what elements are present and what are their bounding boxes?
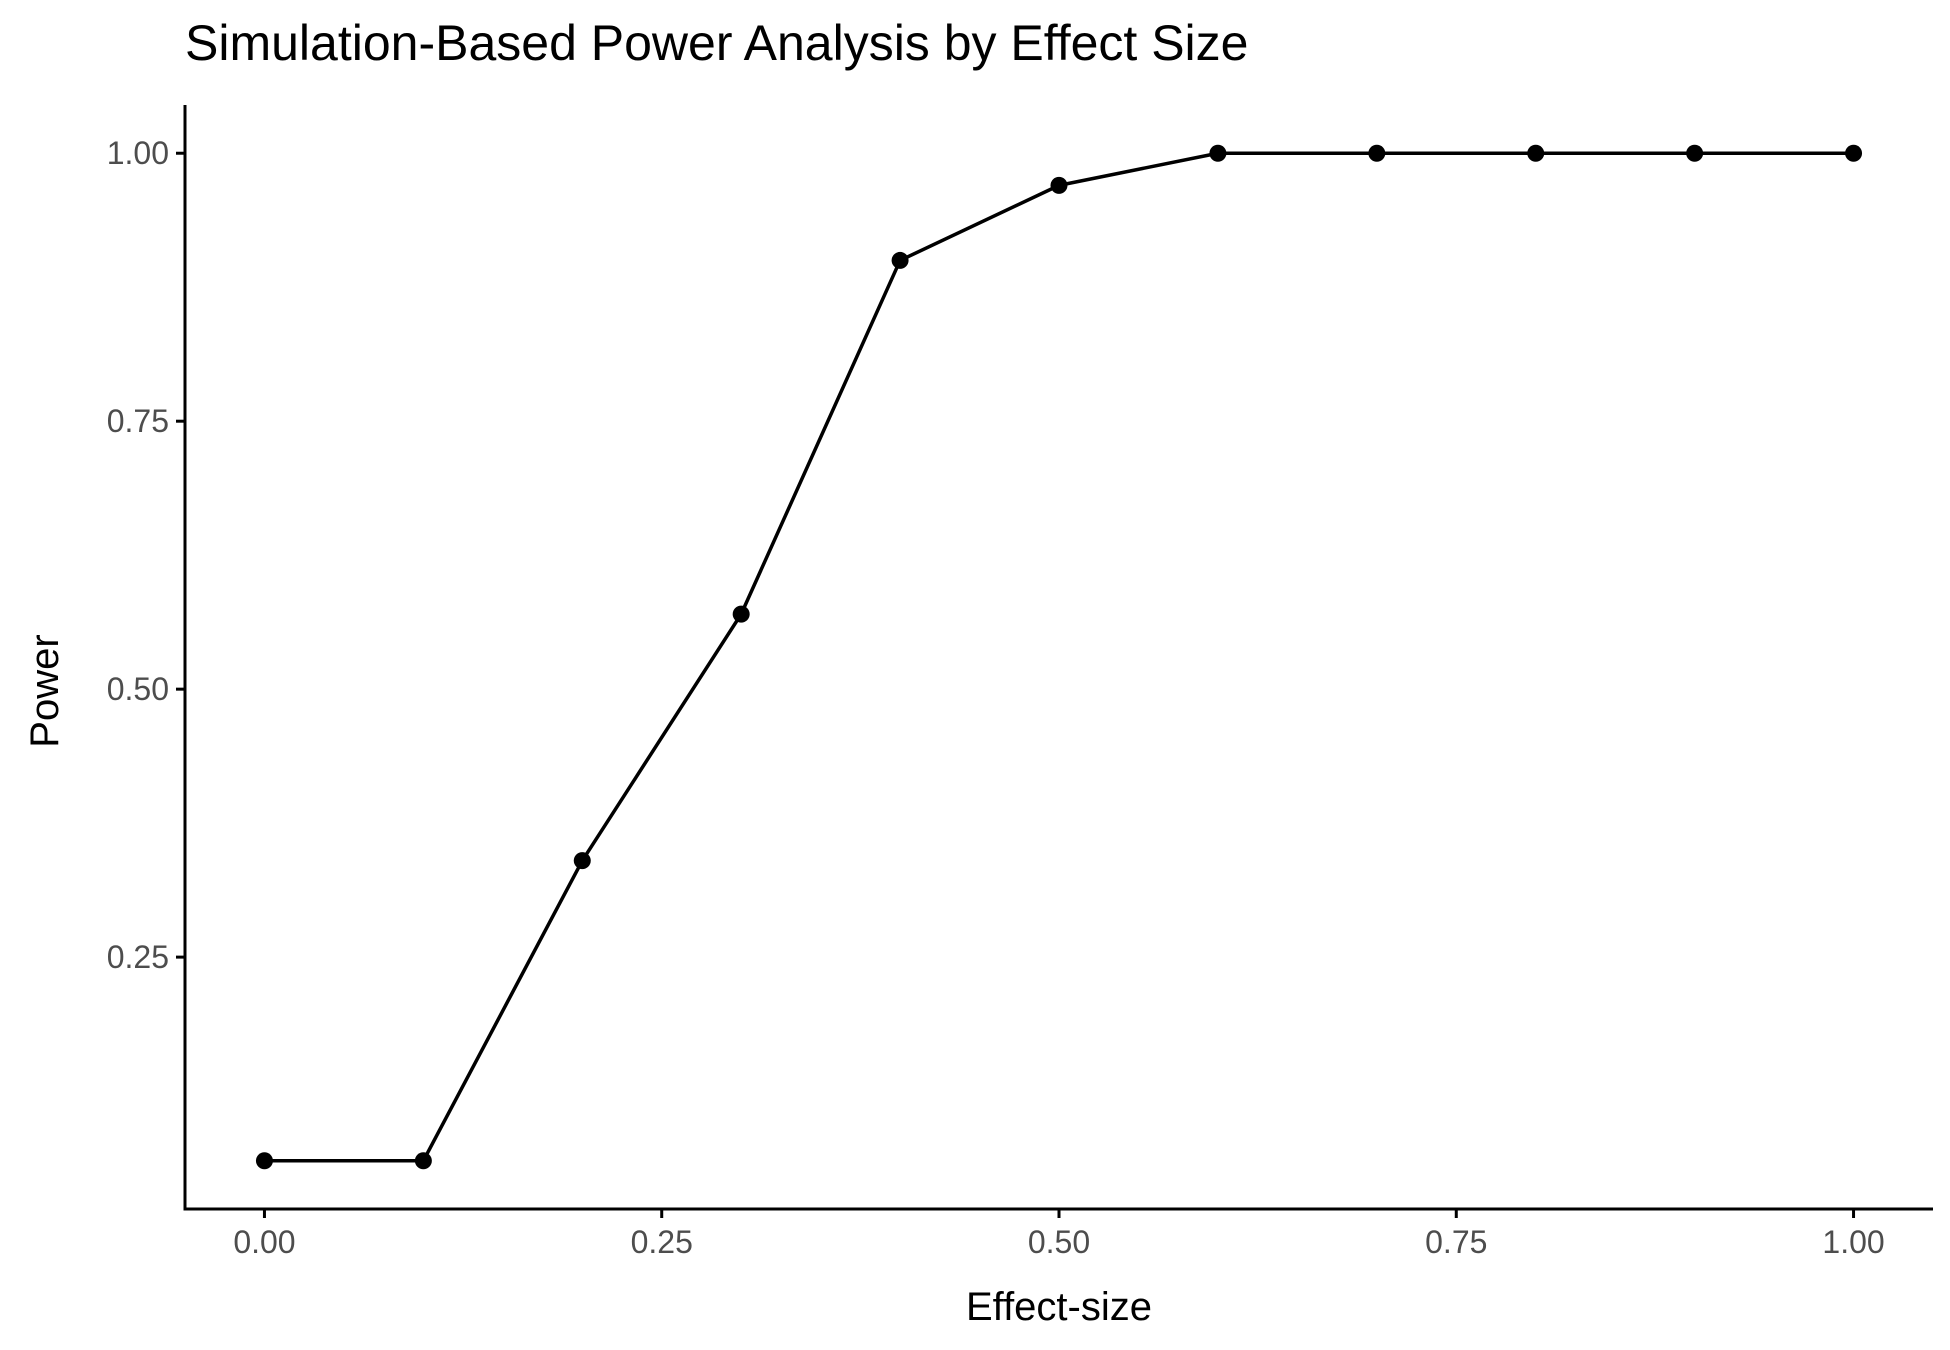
- x-tick-label-4: 1.00: [1822, 1224, 1884, 1260]
- data-point-5: [1050, 176, 1068, 194]
- chart-title: Simulation-Based Power Analysis by Effec…: [185, 15, 1249, 71]
- y-tick-label-2: 0.75: [107, 403, 169, 439]
- data-point-3: [732, 605, 750, 623]
- data-point-4: [891, 251, 909, 269]
- data-point-0: [255, 1152, 273, 1170]
- data-point-10: [1845, 144, 1863, 162]
- data-point-2: [573, 852, 591, 870]
- series-layer: [255, 144, 1863, 1170]
- y-tick-label-1: 0.50: [107, 671, 169, 707]
- data-point-6: [1209, 144, 1227, 162]
- x-tick-label-0: 0.00: [233, 1224, 295, 1260]
- data-point-1: [414, 1152, 432, 1170]
- data-point-9: [1686, 144, 1704, 162]
- x-tick-label-2: 0.50: [1028, 1224, 1090, 1260]
- x-axis-title: Effect-size: [966, 1285, 1152, 1329]
- y-axis-title: Power: [23, 634, 67, 747]
- y-tick-label-0: 0.25: [107, 939, 169, 975]
- series-line-0: [262, 151, 1856, 1163]
- data-point-8: [1527, 144, 1545, 162]
- y-tick-label-3: 1.00: [107, 135, 169, 171]
- y-axis: 0.25 0.50 0.75 1.00: [107, 105, 187, 1211]
- x-tick-label-1: 0.25: [631, 1224, 693, 1260]
- x-tick-label-3: 0.75: [1425, 1224, 1487, 1260]
- data-point-7: [1368, 144, 1386, 162]
- x-axis: 0.00 0.25 0.50 0.75 1.00: [183, 1207, 1933, 1260]
